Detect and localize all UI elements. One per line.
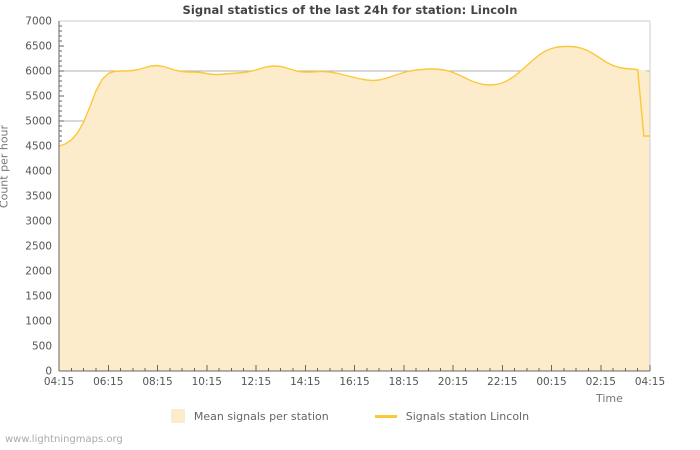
chart-legend: Mean signals per station Signals station… <box>0 409 700 423</box>
y-axis-ticks: 0 500 1000 1500 2000 2500 3000 3500 4000 4500 5000… <box>25 16 52 378</box>
x-tick-label: 18:15 <box>389 376 419 388</box>
x-axis-ticks: 04:15 06:15 08:15 10:15 12:15 14:15 16:15 18:15… <box>44 365 665 388</box>
chart-title: Signal statistics of the last 24h for st… <box>182 3 518 17</box>
legend-label-mean: Mean signals per station <box>193 409 329 423</box>
y-tick-label: 6500 <box>25 41 52 53</box>
series-area-mean <box>59 46 650 371</box>
x-tick-label: 04:15 <box>635 376 665 388</box>
y-tick-label: 3000 <box>25 216 52 228</box>
watermark: www.lightningmaps.org <box>5 434 123 445</box>
y-tick-label: 1000 <box>25 316 52 328</box>
x-tick-label: 00:15 <box>536 376 566 388</box>
y-tick-label: 6000 <box>25 66 52 78</box>
x-axis-label: Time <box>596 392 623 405</box>
y-tick-label: 1500 <box>25 291 52 303</box>
y-axis-label: Count per hour <box>0 124 11 209</box>
line-swatch-icon <box>374 414 397 418</box>
x-tick-label: 06:15 <box>93 376 123 388</box>
x-tick-label: 04:15 <box>44 376 74 388</box>
y-tick-label: 7000 <box>25 16 52 28</box>
y-tick-label: 5500 <box>25 91 52 103</box>
legend-item-mean[interactable]: Mean signals per station <box>170 409 329 423</box>
x-tick-label: 02:15 <box>586 376 616 388</box>
y-tick-label: 0 <box>45 366 52 378</box>
y-tick-label: 2500 <box>25 241 52 253</box>
x-tick-label: 12:15 <box>241 376 271 388</box>
legend-item-lincoln[interactable]: Signals station Lincoln <box>374 409 530 423</box>
x-tick-label: 16:15 <box>339 376 369 388</box>
y-tick-label: 4500 <box>25 141 52 153</box>
x-tick-label: 10:15 <box>192 376 222 388</box>
x-tick-label: 08:15 <box>142 376 172 388</box>
y-tick-label: 3500 <box>25 191 52 203</box>
area-swatch-icon <box>170 409 185 423</box>
y-tick-label: 500 <box>32 341 52 353</box>
y-tick-label: 5000 <box>25 116 52 128</box>
x-tick-label: 14:15 <box>290 376 320 388</box>
legend-label-lincoln: Signals station Lincoln <box>405 409 530 423</box>
y-tick-label: 2000 <box>25 266 52 278</box>
x-tick-label: 20:15 <box>438 376 468 388</box>
y-tick-label: 4000 <box>25 166 52 178</box>
series-line-lincoln <box>58 45 650 147</box>
x-tick-label: 22:15 <box>487 376 517 388</box>
